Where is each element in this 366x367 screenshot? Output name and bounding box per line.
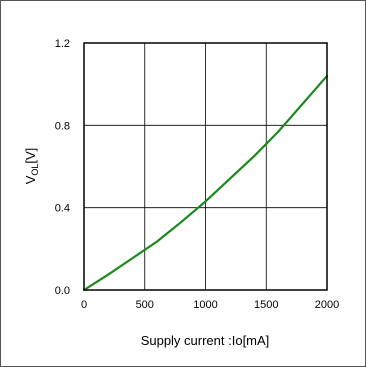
y-axis-ticks: 0.0 0.4 0.8 1.2 <box>55 38 70 297</box>
y-axis-label-subscript: OL <box>30 164 40 176</box>
x-axis-ticks: 0 500 1000 1500 2000 <box>81 299 339 311</box>
x-tick-label: 1500 <box>254 299 278 311</box>
series-layer <box>82 74 329 292</box>
x-tick-label: 0 <box>81 299 87 311</box>
y-tick-label: 0.0 <box>55 285 70 297</box>
x-tick-label: 1000 <box>193 299 217 311</box>
y-tick-label: 0.4 <box>55 203 70 215</box>
x-tick-label: 500 <box>136 299 154 311</box>
grid <box>84 43 327 290</box>
y-axis-label-unit: [V] <box>23 148 38 164</box>
y-axis-label-main: V <box>23 175 38 184</box>
x-axis-label: Supply current :Io[mA] <box>141 333 270 348</box>
x-tick-label: 2000 <box>315 299 339 311</box>
series-line <box>82 74 329 292</box>
y-tick-label: 0.8 <box>55 120 70 132</box>
y-axis-label: VOL[V] <box>23 148 40 185</box>
y-tick-label: 1.2 <box>55 38 70 50</box>
plot-area <box>83 42 328 291</box>
